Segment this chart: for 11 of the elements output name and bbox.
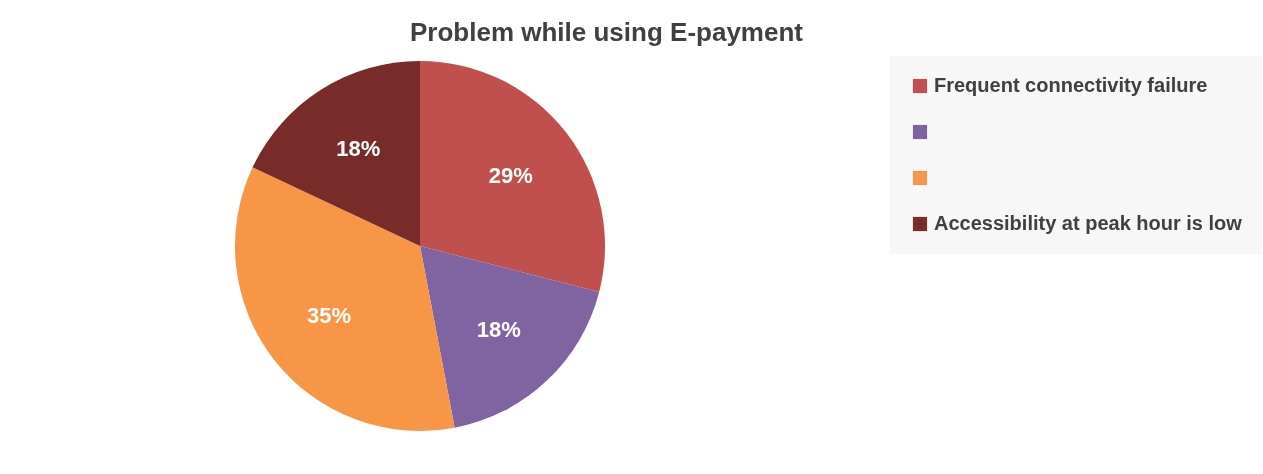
- legend-label: Accessibility at peak hour is low: [934, 212, 1243, 234]
- data-label: 35%: [307, 303, 352, 329]
- data-label: 29%: [488, 162, 533, 188]
- legend-label: Frequent connectivity failure: [934, 74, 1208, 96]
- data-label: 18%: [476, 316, 521, 342]
- pie-slice: [420, 246, 600, 428]
- pie-slice: [252, 61, 420, 246]
- pie-slice: [420, 61, 605, 293]
- pie-slice: [235, 167, 455, 431]
- data-label: 18%: [336, 135, 381, 161]
- chart-title: Problem while using E-payment: [410, 17, 804, 47]
